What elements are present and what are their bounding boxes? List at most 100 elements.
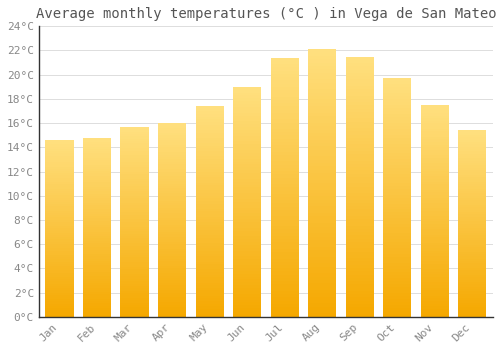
Bar [421, 264, 449, 266]
Bar [458, 238, 486, 240]
Bar [83, 187, 111, 189]
Bar [46, 266, 74, 268]
Bar [196, 183, 224, 185]
Bar [83, 263, 111, 265]
Bar [158, 169, 186, 171]
Bar [458, 221, 486, 224]
Bar [458, 235, 486, 238]
Bar [421, 132, 449, 134]
Bar [196, 188, 224, 190]
Bar [421, 272, 449, 274]
Bar [233, 107, 261, 110]
Bar [308, 193, 336, 196]
Bar [196, 133, 224, 135]
Bar [120, 298, 148, 300]
Bar [120, 279, 148, 281]
Bar [270, 275, 299, 278]
Bar [308, 226, 336, 230]
Bar [346, 284, 374, 287]
Bar [83, 138, 111, 140]
Bar [421, 163, 449, 166]
Bar [83, 182, 111, 185]
Bar [308, 123, 336, 126]
Bar [83, 294, 111, 297]
Bar [421, 139, 449, 142]
Bar [46, 151, 74, 153]
Bar [458, 228, 486, 231]
Bar [421, 107, 449, 110]
Bar [46, 171, 74, 173]
Bar [120, 174, 148, 177]
Bar [270, 152, 299, 155]
Bar [158, 128, 186, 131]
Title: Average monthly temperatures (°C ) in Vega de San Mateo: Average monthly temperatures (°C ) in Ve… [36, 7, 496, 21]
Bar [46, 261, 74, 264]
Bar [458, 212, 486, 214]
Bar [46, 191, 74, 193]
Bar [46, 187, 74, 189]
Bar [83, 160, 111, 162]
Bar [270, 174, 299, 177]
Bar [383, 242, 412, 245]
Bar [120, 302, 148, 305]
Bar [233, 276, 261, 279]
Bar [270, 74, 299, 77]
Bar [458, 214, 486, 217]
Bar [120, 250, 148, 253]
Bar [83, 252, 111, 254]
Bar [120, 310, 148, 312]
Bar [383, 251, 412, 254]
Bar [308, 217, 336, 220]
Bar [196, 206, 224, 209]
Bar [421, 306, 449, 309]
Bar [458, 310, 486, 312]
Bar [346, 57, 374, 60]
Bar [458, 200, 486, 203]
Bar [196, 270, 224, 272]
Bar [383, 171, 412, 174]
Bar [120, 269, 148, 272]
Bar [196, 148, 224, 151]
Bar [458, 158, 486, 161]
Bar [120, 288, 148, 290]
Bar [233, 210, 261, 213]
Bar [458, 191, 486, 193]
Bar [346, 314, 374, 317]
Bar [421, 110, 449, 113]
Bar [196, 225, 224, 227]
Bar [383, 311, 412, 314]
Bar [196, 196, 224, 198]
Bar [308, 59, 336, 63]
Bar [346, 148, 374, 151]
Bar [83, 243, 111, 245]
Bar [83, 158, 111, 160]
Bar [233, 274, 261, 276]
Bar [383, 93, 412, 96]
Bar [270, 285, 299, 288]
Bar [383, 78, 412, 81]
Bar [120, 286, 148, 288]
Bar [383, 156, 412, 159]
Bar [458, 291, 486, 294]
Bar [196, 167, 224, 169]
Bar [83, 227, 111, 230]
Bar [308, 96, 336, 99]
Bar [308, 63, 336, 66]
Bar [458, 144, 486, 147]
Bar [46, 275, 74, 277]
Bar [46, 169, 74, 171]
Bar [421, 240, 449, 243]
Bar [196, 264, 224, 267]
Bar [346, 63, 374, 66]
Bar [120, 257, 148, 260]
Bar [270, 181, 299, 184]
Bar [308, 180, 336, 183]
Bar [46, 195, 74, 197]
Bar [458, 133, 486, 135]
Bar [196, 140, 224, 143]
Bar [196, 304, 224, 306]
Bar [46, 164, 74, 167]
Bar [233, 167, 261, 170]
Bar [383, 308, 412, 311]
Bar [120, 253, 148, 255]
